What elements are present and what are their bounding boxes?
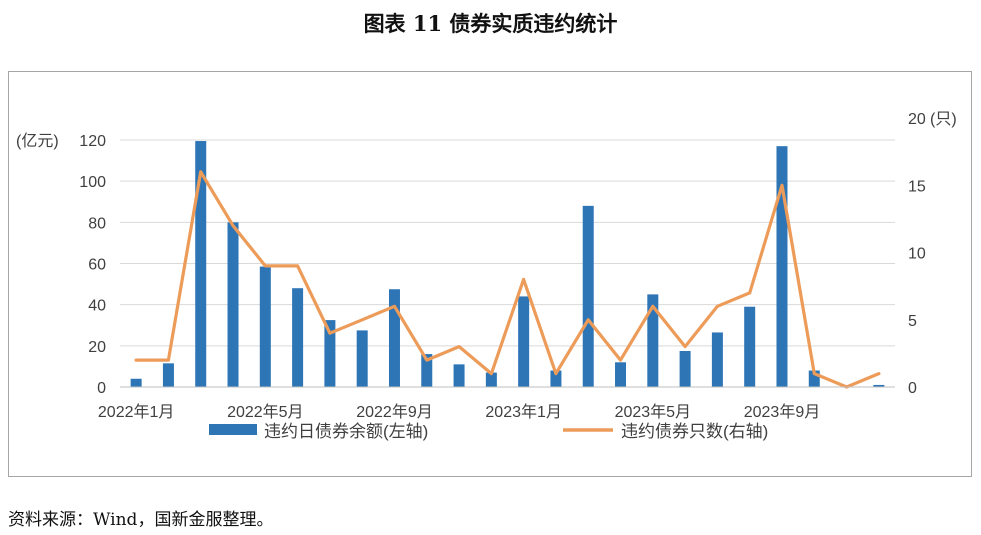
bar: [162, 363, 174, 387]
x-tick-label: 2022年9月: [356, 403, 433, 421]
bar: [518, 296, 530, 387]
bar: [259, 266, 271, 387]
x-tick-label: 2022年1月: [98, 403, 175, 421]
bar-series: [130, 141, 885, 387]
left-tick-label: 120: [79, 133, 106, 150]
right-tick-label: 0: [908, 380, 917, 397]
bar: [744, 306, 756, 387]
line-series-path: [134, 170, 881, 389]
bar: [356, 330, 368, 387]
bar: [550, 370, 562, 387]
right-axis-label: (只): [930, 111, 957, 128]
line-series: [134, 170, 881, 389]
bar: [485, 372, 497, 387]
bar: [873, 384, 885, 387]
left-tick-label: 0: [97, 380, 106, 397]
legend: 违约日债券余额(左轴) 违约债券只数(右轴): [209, 422, 768, 441]
x-tick-label: 2022年5月: [227, 403, 304, 421]
right-tick-label: 5: [908, 313, 917, 330]
figure-title: 图表 11 债券实质违约统计: [363, 11, 618, 36]
bar: [679, 350, 691, 387]
gridlines: [120, 139, 895, 347]
bar: [130, 378, 142, 387]
left-axis-label: (亿元): [16, 132, 59, 150]
bar: [421, 354, 433, 387]
bar: [711, 332, 723, 387]
legend-label-line: 违约债券只数(右轴): [621, 422, 768, 441]
x-tick-label: 2023年9月: [744, 403, 821, 421]
source-note: 资料来源：Wind，国新金服整理。: [8, 510, 274, 530]
bar: [776, 146, 788, 387]
left-tick-label: 80: [88, 215, 106, 232]
legend-swatch-bar: [209, 424, 257, 435]
bar: [388, 289, 400, 387]
left-tick-label: 60: [88, 257, 106, 274]
left-tick-label: 20: [88, 339, 106, 356]
x-tick-label: 2023年5月: [615, 403, 692, 421]
bar: [324, 320, 336, 387]
bar: [808, 370, 820, 387]
chart-frame: [8, 71, 972, 477]
bar: [195, 141, 207, 387]
x-tick-label: 2023年1月: [485, 403, 562, 421]
left-tick-label: 100: [79, 174, 106, 191]
legend-label-bar: 违约日债券余额(左轴): [264, 422, 428, 441]
right-tick-label: 15: [908, 178, 926, 195]
bar: [227, 222, 239, 387]
bar: [615, 362, 627, 387]
bar: [453, 364, 465, 387]
bar: [292, 288, 304, 387]
bar: [647, 294, 659, 387]
right-tick-label: 10: [908, 246, 926, 263]
bar: [582, 205, 594, 387]
left-tick-label: 40: [88, 298, 106, 315]
right-tick-label: 20: [908, 111, 926, 128]
